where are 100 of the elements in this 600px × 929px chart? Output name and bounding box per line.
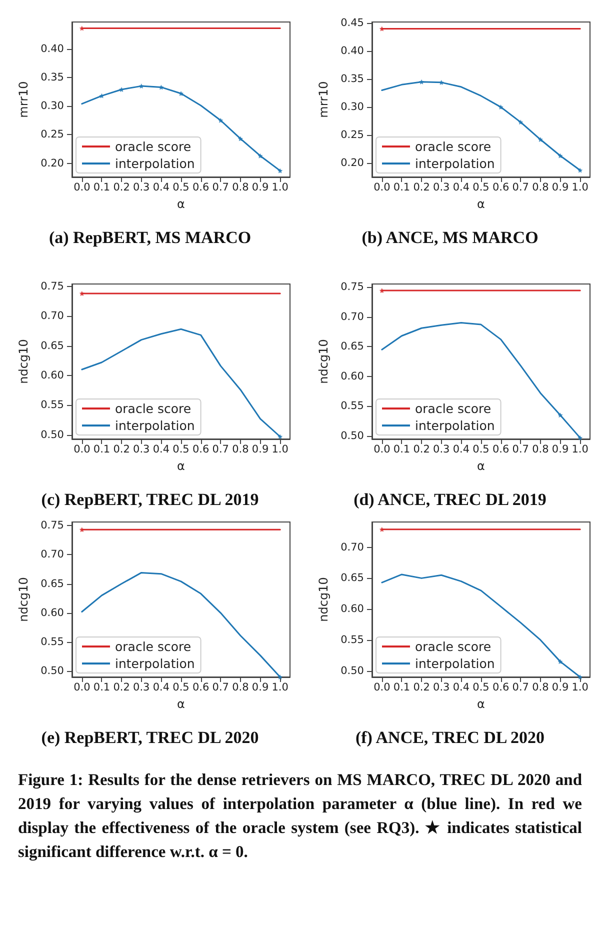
- y-tick-label: 0.55: [40, 636, 64, 648]
- x-tick-label: 0.4: [152, 682, 170, 694]
- y-axis-title: mrr10: [316, 81, 331, 118]
- x-tick-label: 0.2: [113, 682, 130, 694]
- y-tick-label: 0.60: [40, 606, 64, 619]
- x-tick-label: 0.8: [532, 682, 549, 694]
- y-tick-label: 0.45: [340, 17, 364, 30]
- x-tick-label: 0.8: [532, 444, 549, 456]
- text: (a) RepBERT, MS MARCO: [48, 228, 252, 247]
- point: [238, 136, 243, 142]
- x-tick-label: 0.8: [232, 182, 249, 194]
- x-tick-label: 0.8: [232, 682, 249, 694]
- legend-label: oracle score: [415, 401, 492, 416]
- point: [578, 674, 583, 680]
- x-tick-label: 0.1: [393, 182, 410, 194]
- x-tick-label: 0.3: [433, 444, 450, 456]
- x-axis-title: α: [177, 458, 186, 473]
- y-tick-label: 0.50: [340, 664, 364, 677]
- x-tick-label: 0.2: [413, 682, 430, 694]
- y-tick-label: 0.20: [340, 157, 364, 170]
- y-tick-label: 0.35: [40, 71, 64, 84]
- point: [99, 93, 104, 98]
- x-tick-label: 0.3: [133, 182, 150, 194]
- y-tick-label: 0.25: [40, 128, 64, 141]
- text: (d) ANCE, TREC DL 2019: [354, 490, 546, 509]
- point: [518, 120, 524, 125]
- text: (c) RepBERT, TREC DL 2019: [41, 490, 259, 509]
- point: [578, 168, 583, 173]
- x-tick-label: 0.2: [413, 182, 430, 194]
- point: [258, 153, 263, 158]
- text: (b) ANCE, MS MARCO: [362, 228, 538, 247]
- x-tick-label: 0.9: [552, 182, 569, 194]
- y-axis-title: ndcg10: [16, 577, 31, 622]
- x-tick-label: 0.1: [393, 682, 410, 694]
- x-tick-label: 0.2: [113, 444, 130, 456]
- x-tick-label: 0.7: [212, 682, 229, 694]
- x-tick-label: 0.4: [452, 682, 470, 694]
- y-tick-label: 0.70: [340, 541, 364, 554]
- x-tick-label: 0.7: [512, 444, 529, 456]
- y-axis-title: ndcg10: [316, 339, 331, 384]
- y-tick-label: 0.40: [340, 45, 364, 58]
- y-tick-label: 0.35: [340, 73, 364, 86]
- x-tick-label: 0.0: [74, 444, 90, 456]
- x-tick-label: 0.5: [472, 682, 490, 694]
- x-tick-label: 0.9: [252, 444, 269, 456]
- y-tick-label: 0.40: [40, 42, 64, 55]
- legend-label: oracle score: [415, 139, 492, 154]
- y-tick-label: 0.75: [40, 280, 64, 292]
- legend-label: interpolation: [415, 656, 495, 671]
- x-tick-label: 0.9: [252, 682, 269, 694]
- x-tick-label: 0.8: [532, 182, 549, 194]
- x-tick-label: 0.7: [212, 444, 229, 456]
- y-tick-label: 0.60: [340, 370, 364, 382]
- x-tick-label: 0.0: [74, 182, 90, 194]
- x-tick-label: 0.9: [252, 182, 269, 194]
- legend-label: oracle score: [115, 401, 192, 416]
- x-tick-label: 0.6: [192, 682, 210, 694]
- x-tick-label: 0.4: [152, 182, 170, 194]
- point: [379, 288, 384, 294]
- y-tick-label: 0.65: [40, 578, 64, 590]
- x-axis-title: α: [477, 196, 486, 211]
- x-tick-label: 0.1: [93, 444, 110, 456]
- y-tick-label: 0.65: [340, 572, 364, 584]
- y-tick-label: 0.70: [340, 310, 364, 323]
- legend-label: interpolation: [115, 418, 195, 433]
- x-tick-label: 1.0: [572, 444, 588, 456]
- x-tick-label: 0.9: [552, 444, 569, 456]
- x-tick-label: 0.6: [492, 682, 510, 694]
- x-tick-label: 0.2: [413, 444, 430, 456]
- point: [538, 137, 543, 142]
- x-tick-label: 1.0: [572, 182, 588, 194]
- y-tick-label: 0.50: [340, 430, 364, 442]
- legend-label: interpolation: [115, 656, 195, 671]
- x-tick-label: 0.5: [472, 444, 490, 456]
- y-tick-label: 0.65: [340, 340, 364, 353]
- x-tick-label: 0.1: [93, 682, 110, 694]
- y-axis-title: ndcg10: [316, 577, 331, 622]
- y-tick-label: 0.55: [340, 400, 364, 412]
- x-tick-label: 0.5: [172, 444, 190, 456]
- point: [419, 79, 424, 84]
- y-tick-label: 0.65: [40, 340, 64, 352]
- x-tick-label: 0.4: [152, 444, 170, 456]
- legend-label: oracle score: [115, 639, 192, 654]
- x-tick-label: 0.1: [93, 182, 110, 194]
- x-axis-title: α: [477, 458, 486, 473]
- x-axis-title: α: [477, 696, 486, 711]
- point: [438, 80, 444, 85]
- point: [578, 435, 583, 440]
- x-tick-label: 1.0: [272, 682, 288, 694]
- y-tick-label: 0.30: [340, 101, 364, 114]
- y-tick-label: 0.75: [340, 280, 364, 293]
- legend-label: interpolation: [415, 418, 495, 433]
- point: [138, 84, 144, 89]
- y-tick-label: 0.75: [40, 519, 64, 532]
- caption: Figure 1: Results for the dense retrievers on MS MARCO, TREC DL 2020 and 2019 for varying values of interpolation parameter α (blue line). In red we display the effectiveness of the oracle system (see RQ3). ★ indicates statistical significant difference w.r.t. α = 0.: [18, 769, 582, 863]
- x-axis-title: α: [177, 196, 186, 211]
- point: [218, 118, 224, 123]
- text: (e) RepBERT, TREC DL 2020: [41, 728, 259, 747]
- line-series: [81, 572, 281, 678]
- legend-label: oracle score: [415, 639, 492, 654]
